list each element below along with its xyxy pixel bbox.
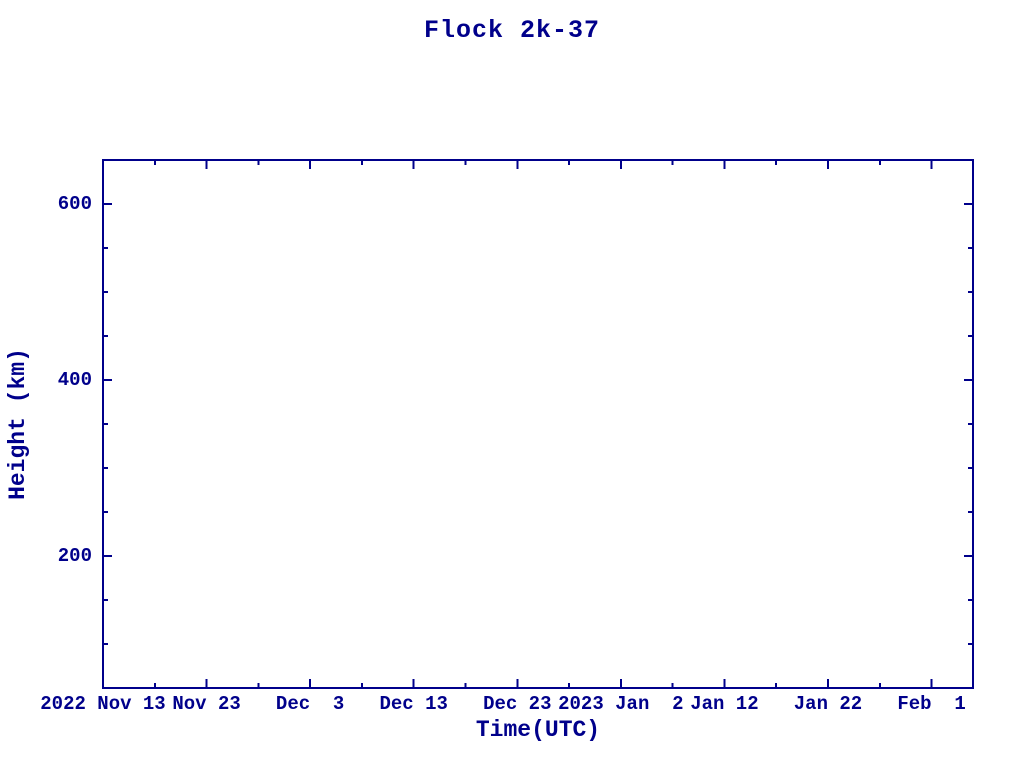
y-tick-label: 200 — [57, 545, 92, 567]
y-tick-label: 400 — [57, 369, 92, 391]
x-tick-label: 2022 Nov 13 — [40, 693, 166, 715]
x-tick-label: Feb 1 — [897, 693, 966, 715]
x-tick-label: Dec 13 — [379, 693, 448, 715]
x-tick-label: Nov 23 — [172, 693, 241, 715]
plot-border — [102, 159, 974, 689]
x-tick-label: Dec 3 — [275, 693, 345, 715]
x-tick-label: Jan 22 — [793, 693, 863, 715]
x-tick-label: 2023 Jan 2 — [558, 693, 684, 715]
x-tick-label: Jan 12 — [690, 693, 759, 715]
x-axis-label: Time(UTC) — [475, 717, 601, 743]
y-tick-label: 600 — [57, 193, 92, 215]
x-tick-label: Dec 23 — [483, 693, 552, 715]
chart-title: Flock 2k-37 — [423, 16, 601, 45]
